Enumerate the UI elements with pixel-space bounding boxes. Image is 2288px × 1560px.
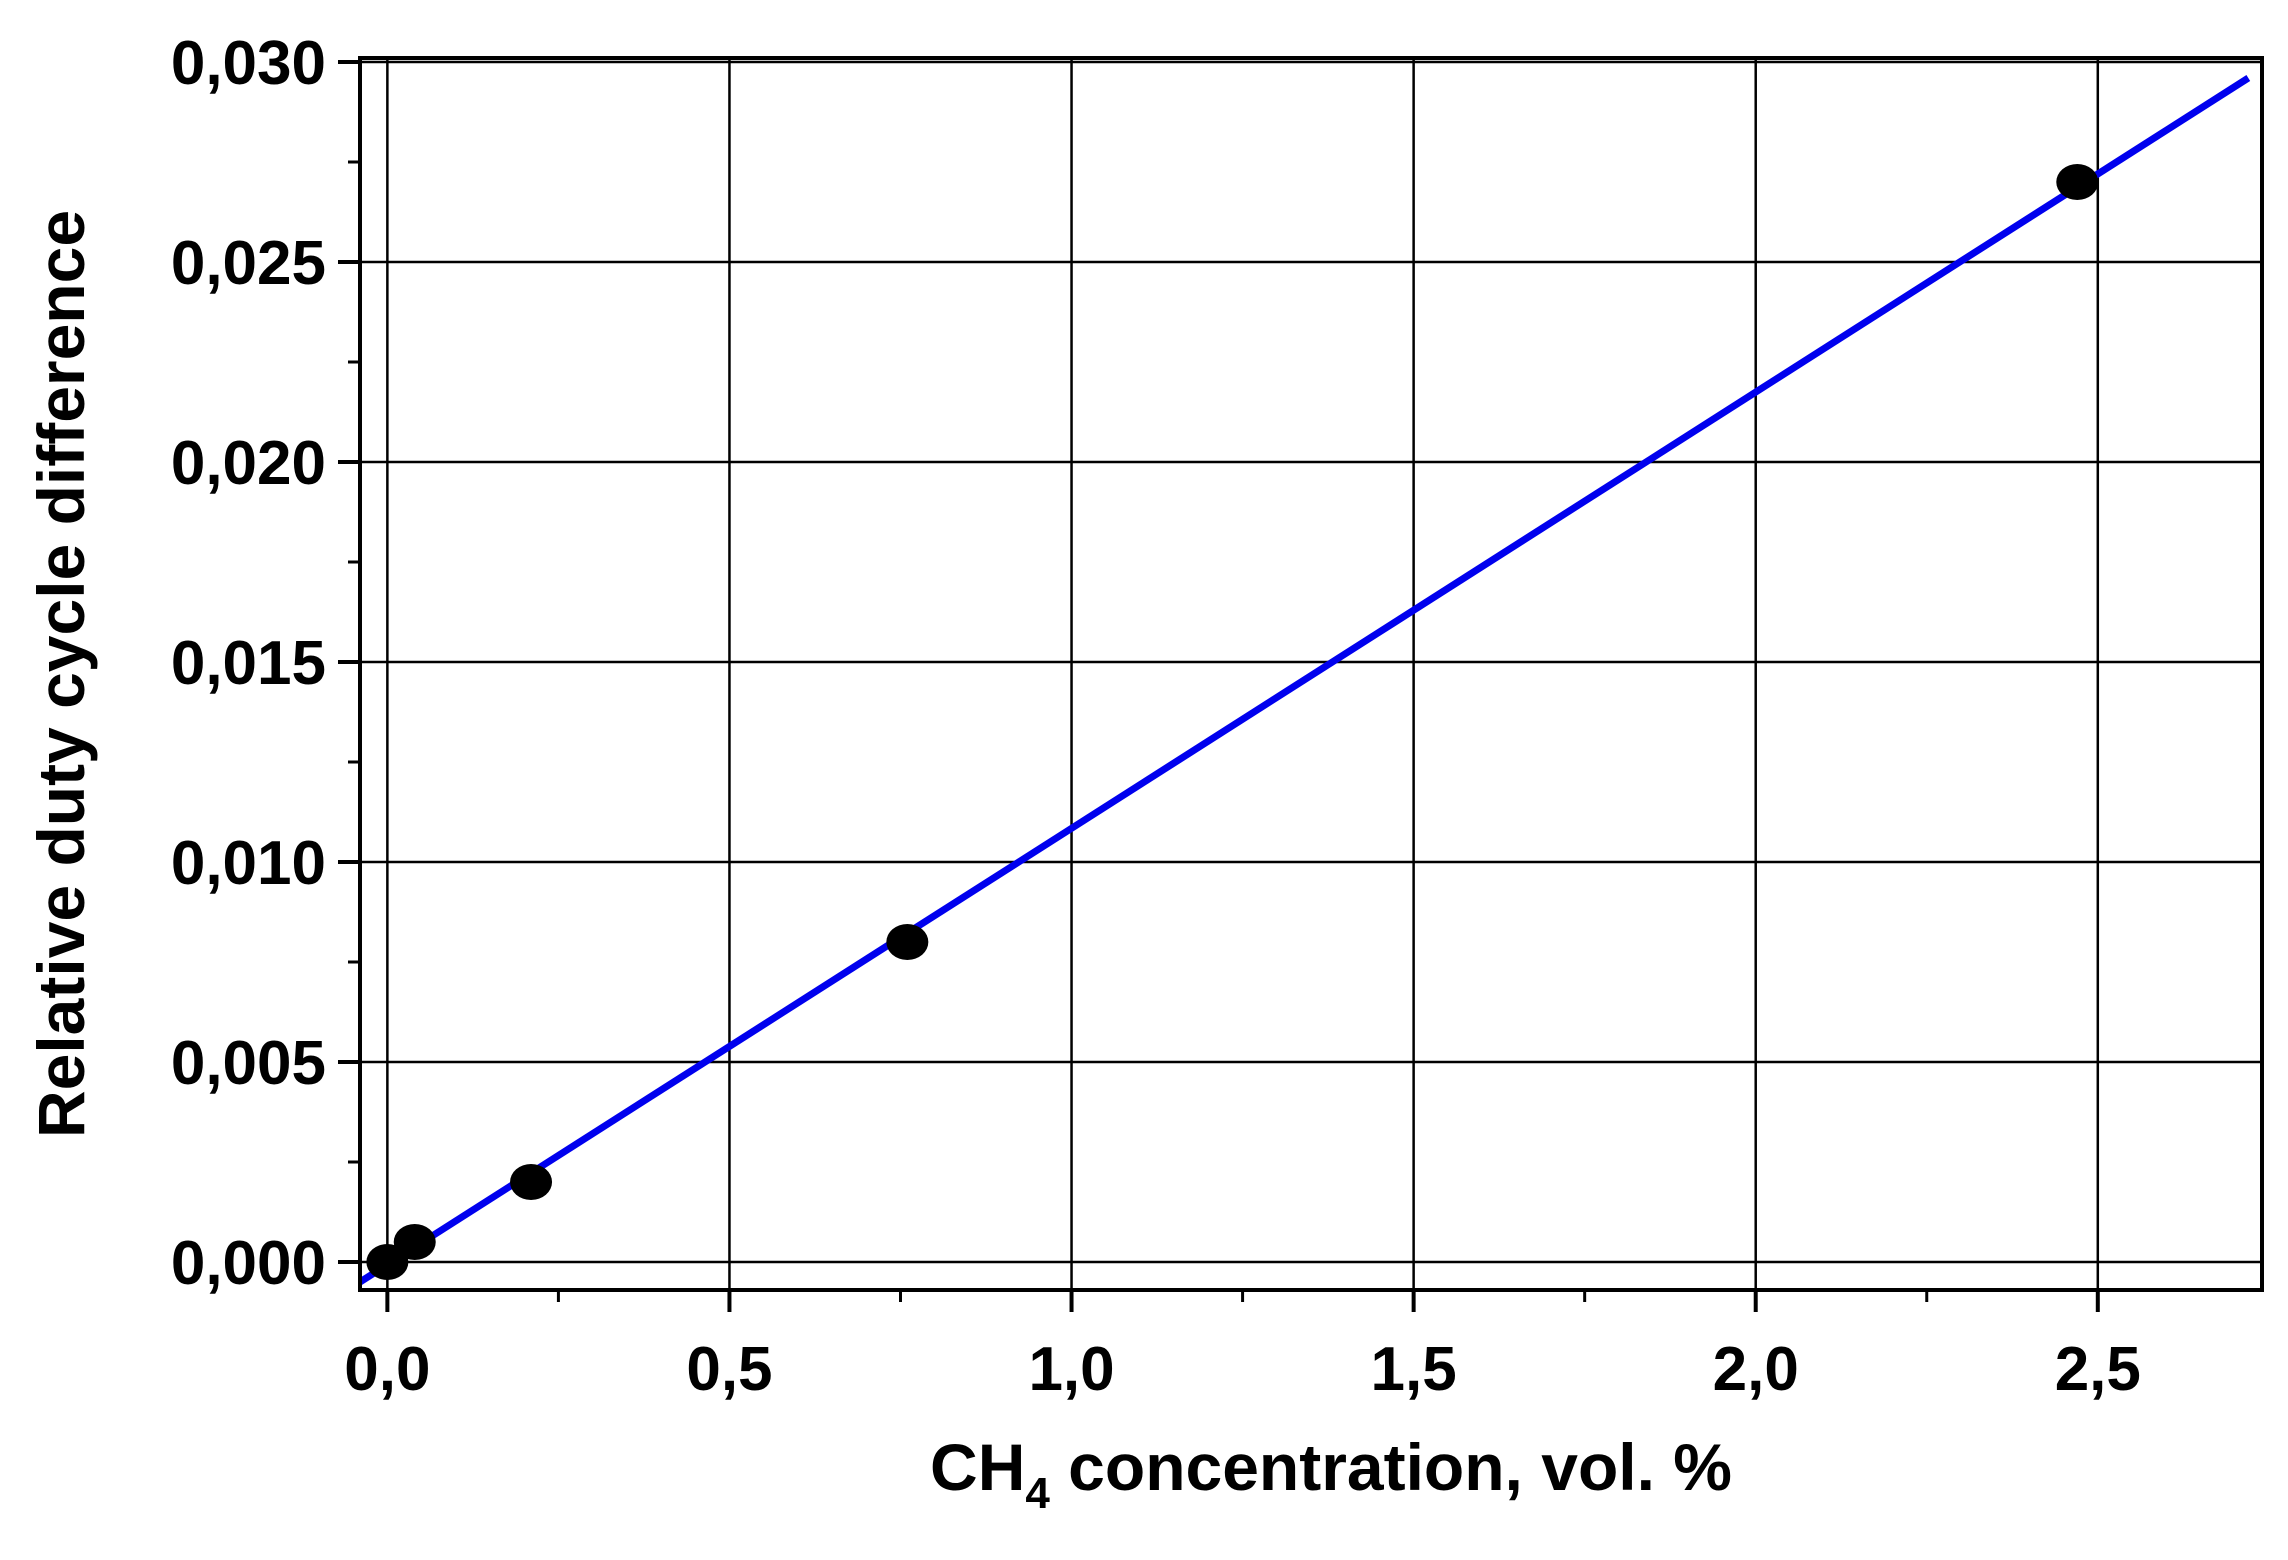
data-point bbox=[886, 924, 929, 960]
y-tick-label: 0,000 bbox=[171, 1229, 326, 1298]
data-points-layer bbox=[366, 164, 2099, 1280]
x-tick-label: 2,5 bbox=[2055, 1335, 2141, 1404]
x-tick-label: 2,0 bbox=[1713, 1335, 1799, 1404]
y-tick-label: 0,030 bbox=[171, 29, 326, 98]
plot-frame bbox=[358, 56, 2264, 1292]
x-tick-label: 1,0 bbox=[1028, 1335, 1114, 1404]
y-tick-label: 0,020 bbox=[171, 429, 326, 498]
y-tick-label: 0,010 bbox=[171, 829, 326, 898]
ticks bbox=[338, 60, 2100, 1312]
x-axis-label-suffix: concentration, vol. % bbox=[1050, 1430, 1732, 1504]
x-axis-label-prefix: CH bbox=[930, 1430, 1025, 1504]
x-axis-label-subscript: 4 bbox=[1025, 1469, 1050, 1518]
x-tick-label: 1,5 bbox=[1371, 1335, 1457, 1404]
y-tick-label: 0,015 bbox=[171, 629, 326, 698]
x-tick-label: 0,0 bbox=[344, 1335, 430, 1404]
y-tick-label: 0,005 bbox=[171, 1029, 326, 1098]
fit-line-layer bbox=[358, 75, 2251, 1285]
x-tick-label: 0,5 bbox=[686, 1335, 772, 1404]
data-point bbox=[510, 1164, 553, 1200]
grid bbox=[360, 58, 2262, 1290]
data-point bbox=[2056, 164, 2099, 200]
data-point bbox=[393, 1224, 436, 1260]
x-axis-label: CH4 concentration, vol. % bbox=[930, 1430, 1732, 1518]
y-tick-labels: 0,000 0,005 0,010 0,015 0,020 0,025 0,030 bbox=[171, 29, 326, 1298]
fit-line bbox=[358, 75, 2251, 1285]
y-axis-label: Relative duty cycle difference bbox=[24, 210, 98, 1138]
x-tick-labels: 0,0 0,5 1,0 1,5 2,0 2,5 bbox=[344, 1335, 2141, 1404]
y-tick-label: 0,025 bbox=[171, 229, 326, 298]
data-point bbox=[366, 1244, 409, 1280]
